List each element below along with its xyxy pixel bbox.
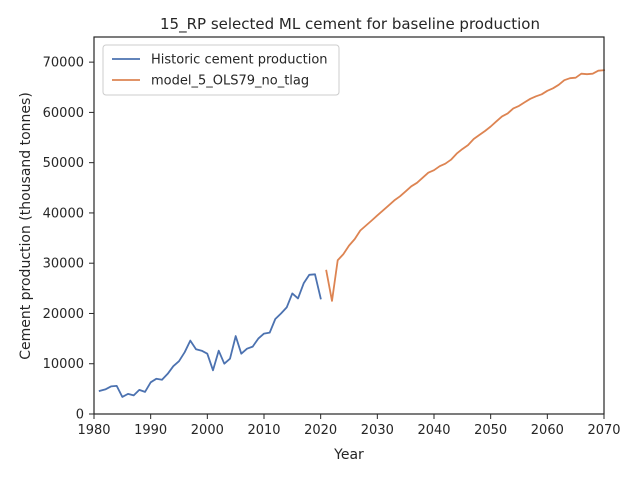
x-tick-label: 2000	[191, 423, 224, 438]
y-tick-label: 50000	[43, 156, 84, 171]
y-tick-label: 40000	[43, 206, 84, 221]
legend-label-2: model_5_OLS79_no_tlag	[151, 74, 309, 89]
y-tick-label: 60000	[43, 106, 84, 121]
x-tick-label: 1980	[77, 423, 110, 438]
x-tick-label: 2050	[474, 423, 507, 438]
y-tick-label: 10000	[43, 357, 84, 372]
y-tick-label: 30000	[43, 257, 84, 272]
legend-box	[102, 44, 340, 96]
series-line-1	[98, 273, 322, 398]
y-axis-label: Cement production (thousand tonnes)	[18, 92, 34, 360]
x-tick-label: 2020	[304, 423, 337, 438]
x-axis-label: Year	[333, 447, 364, 463]
x-tick-label: 2010	[247, 423, 280, 438]
y-tick-label: 20000	[43, 307, 84, 322]
x-tick-label: 2040	[417, 423, 450, 438]
series-line-2	[325, 69, 605, 302]
x-tick-label: 2070	[587, 423, 620, 438]
legend: Historic cement production model_5_OLS79_…	[102, 44, 340, 96]
x-tick-label: 2060	[531, 423, 564, 438]
x-tick-label: 2030	[361, 423, 394, 438]
y-tick-label: 0	[76, 408, 84, 423]
legend-label-1: Historic cement production	[151, 53, 328, 68]
y-tick-label: 70000	[43, 56, 84, 71]
axes-frame	[93, 36, 605, 415]
plot-area: 1980 1990 2000 2010 2020 2030 2040 2050 2060 2070…	[43, 36, 621, 438]
x-tick-label: 1990	[134, 423, 167, 438]
chart-title: 15_RP selected ML cement for baseline pr…	[160, 15, 540, 34]
